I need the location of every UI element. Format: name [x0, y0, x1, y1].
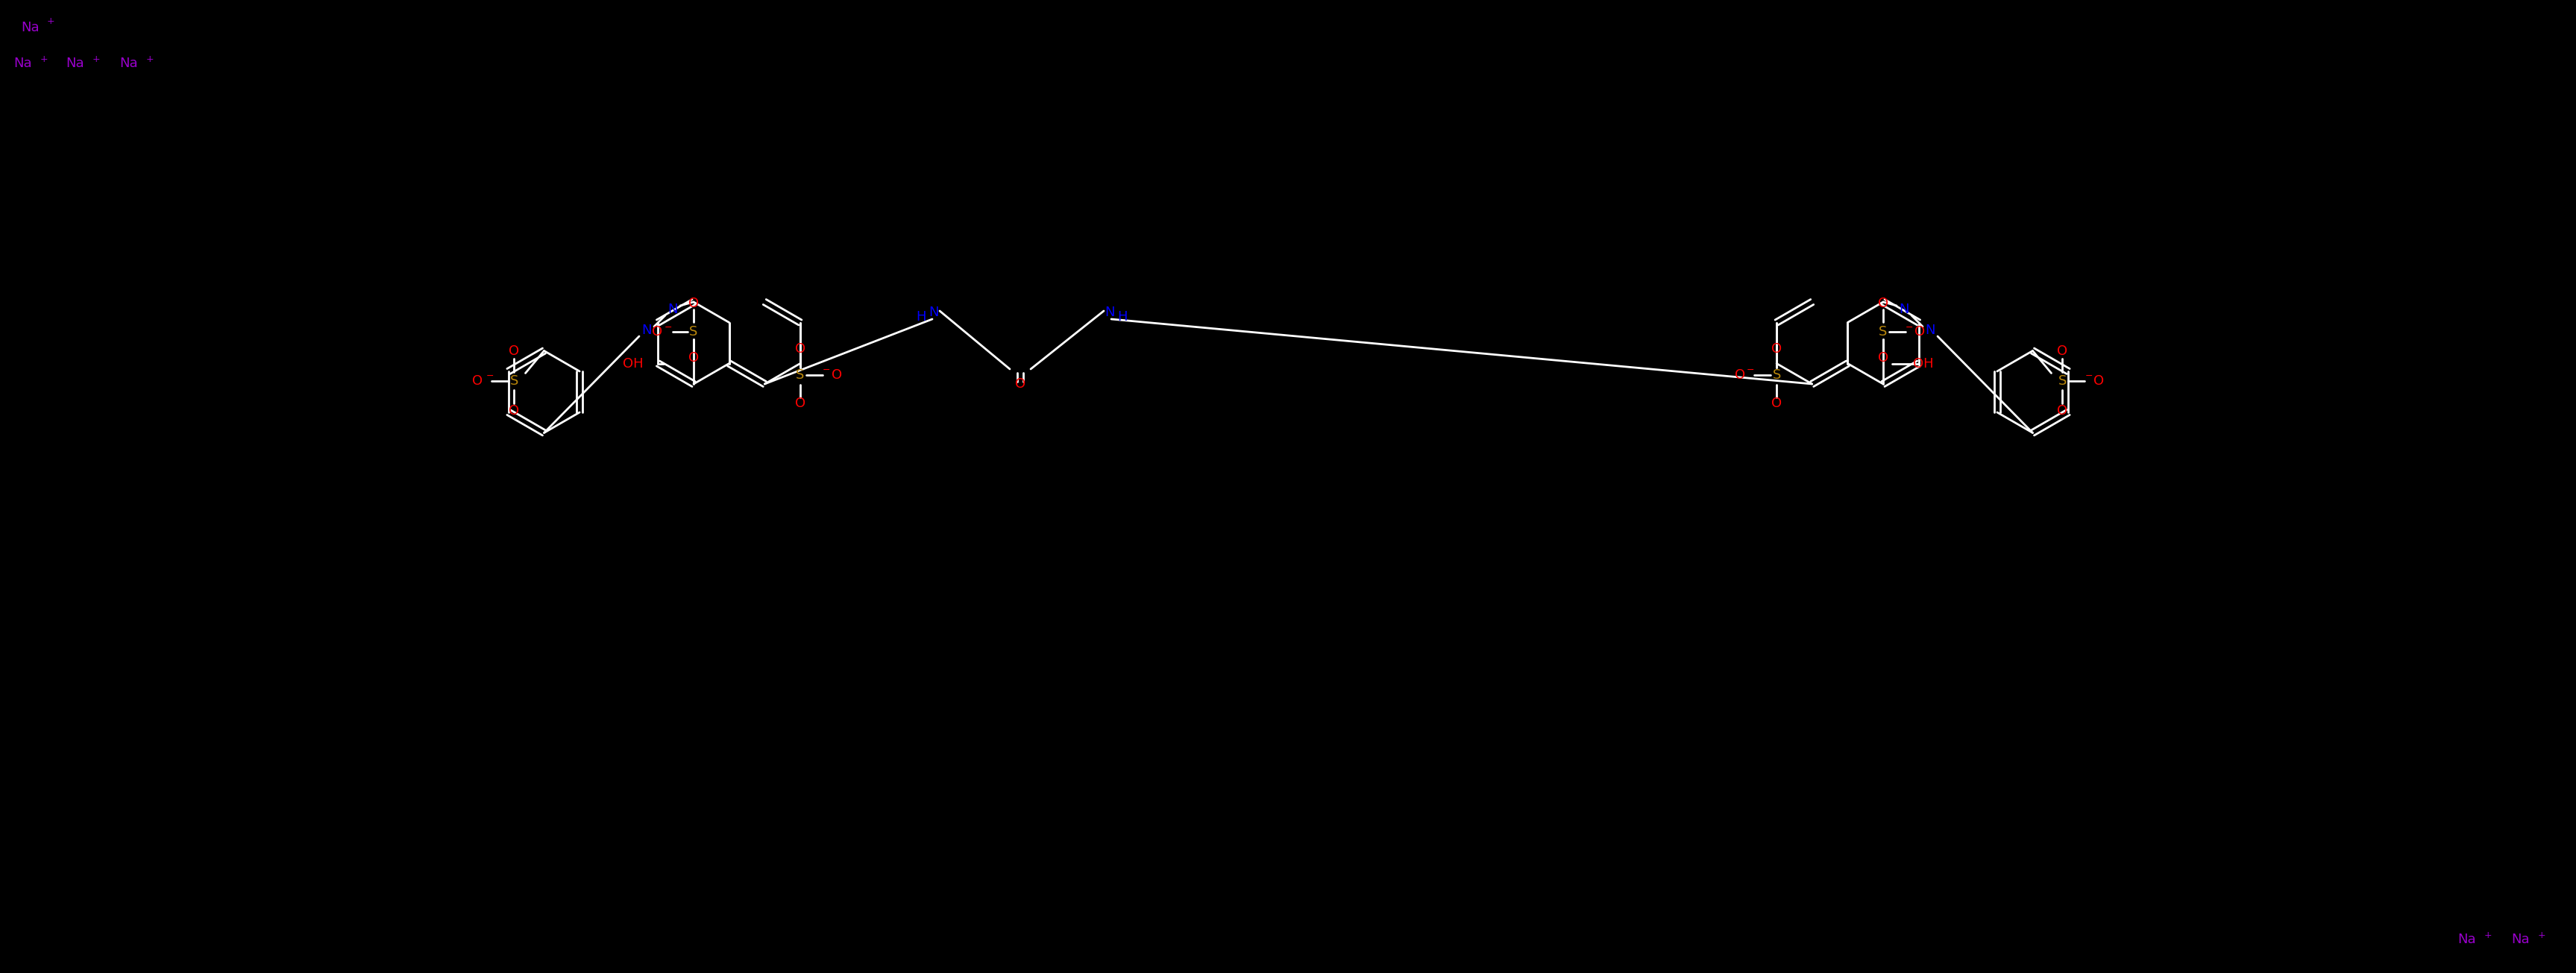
Text: O: O [1770, 396, 1783, 410]
Text: Na: Na [2512, 933, 2530, 946]
Text: H: H [1118, 310, 1128, 324]
Text: N: N [667, 303, 677, 316]
Text: −: − [822, 365, 829, 375]
Text: S: S [1878, 325, 1886, 339]
Text: +: + [2537, 930, 2545, 940]
Text: O: O [1770, 342, 1783, 355]
Text: N: N [1899, 303, 1909, 316]
Text: −: − [2084, 372, 2092, 381]
Text: O: O [510, 344, 520, 357]
Text: OH: OH [623, 357, 644, 370]
Text: O: O [2056, 404, 2066, 417]
Text: O: O [652, 325, 662, 339]
Text: O: O [471, 374, 482, 387]
Text: +: + [2483, 930, 2491, 940]
Text: O: O [688, 297, 698, 310]
Text: −: − [1904, 322, 1911, 332]
Text: O: O [793, 396, 806, 410]
Text: O: O [1734, 368, 1744, 381]
Text: +: + [93, 54, 100, 64]
Text: −: − [484, 372, 495, 381]
Text: N: N [641, 324, 652, 337]
Text: +: + [147, 54, 155, 64]
Text: O: O [793, 342, 806, 355]
Text: OH: OH [1911, 357, 1932, 370]
Text: −: − [1747, 365, 1754, 375]
Text: S: S [2058, 374, 2066, 387]
Text: +: + [46, 17, 54, 26]
Text: S: S [510, 374, 518, 387]
Text: Na: Na [21, 20, 39, 34]
Text: Na: Na [64, 56, 85, 70]
Text: O: O [510, 404, 520, 417]
Text: H: H [914, 310, 925, 324]
Text: Na: Na [13, 56, 31, 70]
Text: +: + [41, 54, 49, 64]
Text: N: N [1105, 306, 1115, 319]
Text: O: O [1015, 378, 1025, 391]
Text: O: O [1878, 297, 1888, 310]
Text: N: N [1924, 324, 1935, 337]
Text: O: O [1878, 351, 1888, 365]
Text: N: N [927, 306, 938, 319]
Text: S: S [1772, 368, 1780, 381]
Text: S: S [796, 368, 804, 381]
Text: O: O [832, 368, 842, 381]
Text: O: O [2056, 344, 2066, 357]
Text: O: O [2094, 374, 2105, 387]
Text: O: O [1914, 325, 1924, 339]
Text: −: − [665, 322, 672, 332]
Text: S: S [690, 325, 698, 339]
Text: O: O [688, 351, 698, 365]
Text: Na: Na [118, 56, 137, 70]
Text: Na: Na [2458, 933, 2476, 946]
